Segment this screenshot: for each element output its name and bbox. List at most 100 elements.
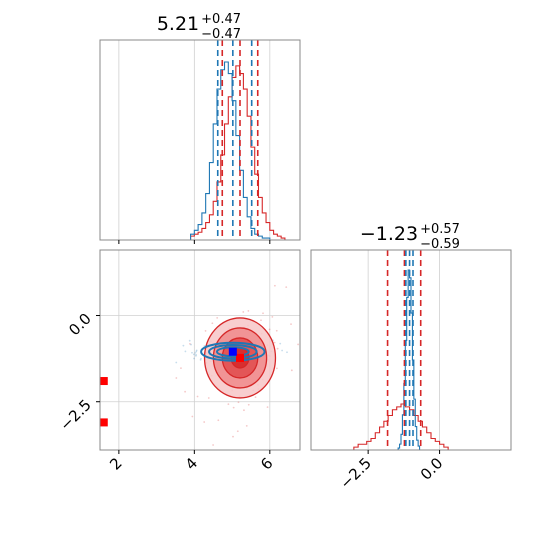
sample-point bbox=[182, 344, 185, 347]
title-upper-error: +0.47 bbox=[201, 12, 241, 27]
sample-point bbox=[290, 323, 292, 326]
sample-point bbox=[211, 322, 214, 325]
sample-point bbox=[245, 424, 248, 427]
sample-point bbox=[195, 353, 197, 356]
x-tick-labels: 2 4 6 bbox=[106, 454, 276, 473]
contour-blue bbox=[200, 341, 266, 362]
x-tick-label: 2 bbox=[106, 454, 125, 473]
sample-point bbox=[266, 406, 269, 409]
sample-point bbox=[236, 430, 239, 433]
sample-point bbox=[268, 328, 271, 331]
x-tick-labels: −2.5 0.0 bbox=[336, 454, 446, 492]
x-tick-label: −2.5 bbox=[336, 454, 374, 492]
x-tick-label: 0.0 bbox=[417, 454, 447, 484]
sample-point bbox=[275, 367, 278, 370]
sample-point bbox=[286, 351, 288, 354]
sample-point bbox=[273, 341, 276, 344]
sample-point bbox=[193, 357, 195, 360]
panel-frame bbox=[99, 39, 301, 241]
grid-lines bbox=[118, 40, 271, 240]
contour-blue bbox=[215, 346, 250, 358]
contour-blue bbox=[208, 344, 258, 360]
sample-point bbox=[262, 312, 264, 315]
histogram-red bbox=[311, 403, 511, 451]
sample-point bbox=[191, 351, 193, 354]
sample-point bbox=[279, 342, 282, 345]
tick-marks bbox=[118, 240, 271, 244]
sample-point bbox=[232, 406, 235, 409]
x-tick-label: 6 bbox=[257, 454, 276, 473]
y-tick-labels: 0.0 −2.5 bbox=[56, 310, 94, 435]
title-upper-error: +0.57 bbox=[420, 222, 460, 237]
sample-point bbox=[195, 354, 197, 357]
truth-marker bbox=[228, 347, 237, 356]
title-lower-error: −0.59 bbox=[420, 237, 460, 252]
sample-point bbox=[196, 395, 199, 398]
sample-point bbox=[175, 377, 178, 379]
sample-point bbox=[271, 315, 274, 318]
sample-point bbox=[203, 421, 206, 423]
sample-point bbox=[199, 358, 202, 361]
marginal-panel-param-1: 5.21 +0.47 −0.47 bbox=[99, 12, 301, 244]
panel-title: 5.21 bbox=[157, 13, 199, 35]
y-tick-label: 0.0 bbox=[65, 310, 95, 340]
histogram-blue bbox=[311, 269, 511, 451]
panel-frame bbox=[310, 249, 512, 451]
sample-point bbox=[301, 372, 303, 374]
title-lower-error: −0.47 bbox=[201, 27, 241, 42]
x-tick-label: 4 bbox=[182, 454, 201, 473]
joint-panel: 2 4 6 0.0 −2.5 bbox=[56, 249, 303, 474]
sample-point bbox=[207, 397, 210, 399]
title-value: −1.23 bbox=[360, 223, 418, 245]
histograms bbox=[311, 269, 511, 451]
sample-point bbox=[247, 310, 250, 312]
grid-lines bbox=[100, 250, 300, 450]
sample-point bbox=[242, 311, 245, 313]
sample-point bbox=[194, 351, 197, 354]
grid-lines bbox=[367, 250, 440, 450]
sample-point bbox=[195, 349, 198, 352]
sample-point bbox=[184, 390, 187, 393]
truth-marker bbox=[99, 418, 108, 427]
title-value: 5.21 bbox=[157, 13, 199, 35]
sample-point bbox=[254, 396, 257, 399]
sample-point bbox=[192, 353, 195, 356]
sample-point bbox=[273, 284, 276, 287]
quantile-lines bbox=[216, 40, 259, 240]
sample-point bbox=[290, 369, 293, 372]
panel-frame bbox=[99, 249, 301, 451]
sample-point bbox=[260, 319, 262, 322]
y-tick-label: −2.5 bbox=[56, 396, 94, 434]
quantile-lines bbox=[386, 250, 422, 450]
sample-point bbox=[247, 403, 250, 406]
sample-point bbox=[175, 361, 178, 364]
truth-marker bbox=[99, 377, 108, 386]
truth-markers bbox=[99, 347, 244, 427]
panel-title: −1.23 bbox=[360, 223, 418, 245]
sample-point bbox=[232, 435, 234, 438]
sample-point bbox=[188, 339, 191, 342]
histogram-red bbox=[100, 65, 300, 241]
sample-point bbox=[285, 286, 288, 289]
truth-marker bbox=[236, 353, 244, 362]
sample-point bbox=[281, 349, 284, 352]
sample-point bbox=[191, 415, 194, 418]
sample-point bbox=[189, 342, 191, 345]
sample-point bbox=[195, 350, 198, 353]
sample-point bbox=[216, 316, 219, 319]
sample-point bbox=[217, 419, 220, 422]
sample-point bbox=[227, 403, 230, 406]
tick-marks bbox=[96, 315, 271, 454]
tick-marks bbox=[367, 450, 441, 454]
sample-point bbox=[212, 444, 215, 446]
sample-point bbox=[275, 329, 278, 332]
sample-point bbox=[200, 357, 202, 360]
sample-point bbox=[297, 343, 299, 346]
sample-point bbox=[243, 409, 245, 412]
sample-point bbox=[184, 350, 187, 353]
sample-point bbox=[276, 347, 279, 350]
sample-point bbox=[204, 330, 207, 332]
sample-point bbox=[237, 401, 240, 404]
